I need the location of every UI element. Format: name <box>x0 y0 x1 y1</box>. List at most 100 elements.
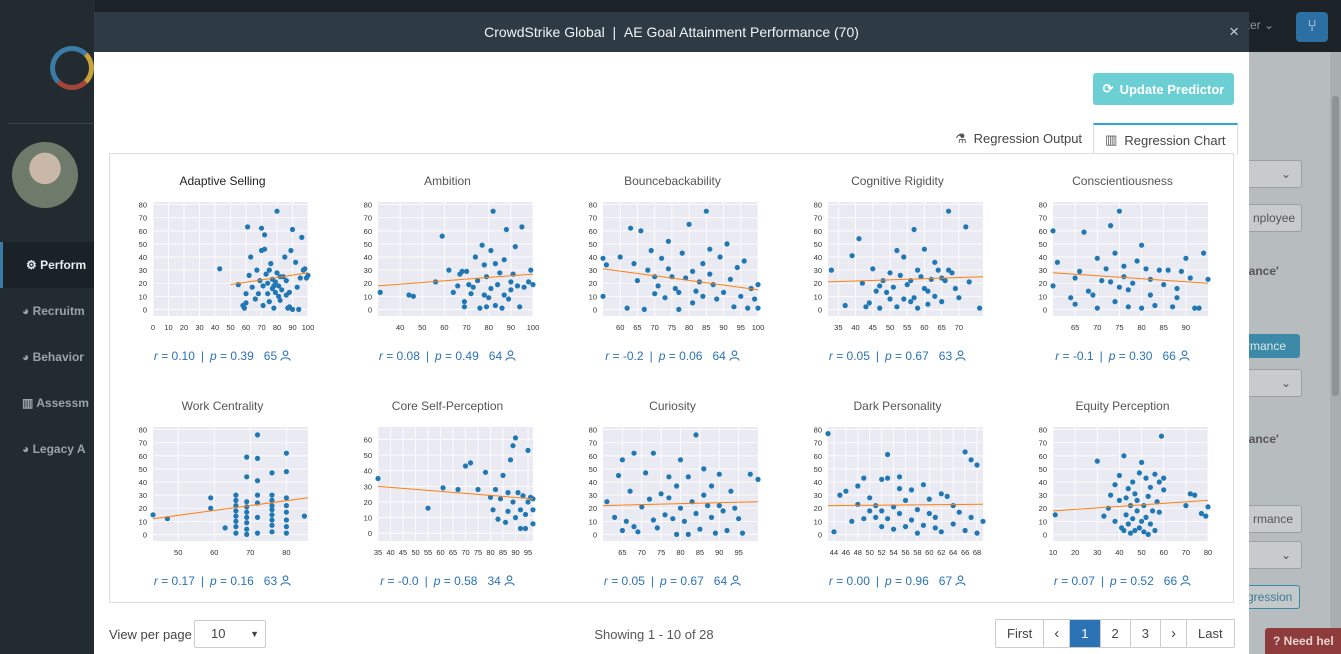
n-value: 34 <box>487 574 501 588</box>
data-point <box>721 289 727 295</box>
page-last[interactable]: Last <box>1185 620 1234 647</box>
y-tick-label: 10 <box>139 292 147 301</box>
y-tick-label: 20 <box>1039 279 1047 288</box>
stat-separator: | <box>1099 349 1103 363</box>
sidebar-item-performance[interactable]: ⚙ Perform <box>26 258 87 272</box>
r-value: -0.0 <box>397 574 419 588</box>
data-point <box>495 516 501 522</box>
background-scrollbar-thumb[interactable] <box>1332 96 1339 396</box>
page-3[interactable]: 3 <box>1129 620 1160 647</box>
p-label: p <box>658 349 666 363</box>
data-point <box>697 526 703 532</box>
x-tick-label: 75 <box>657 548 665 557</box>
x-tick-label: 70 <box>650 323 658 332</box>
x-tick-label: 95 <box>734 548 742 557</box>
data-point <box>481 262 487 268</box>
data-point <box>873 288 879 294</box>
data-point <box>717 254 723 260</box>
data-point <box>674 483 680 489</box>
data-point <box>514 283 521 289</box>
x-tick-label: 80 <box>273 323 281 332</box>
data-point <box>475 486 481 493</box>
chevron-right-icon[interactable]: › <box>1159 620 1186 647</box>
background-employee-button[interactable]: nployee <box>1246 204 1302 232</box>
data-point <box>519 224 525 230</box>
tab-regression-chart[interactable]: ▥ Regression Chart <box>1093 123 1238 155</box>
x-tick-label: 40 <box>211 323 219 332</box>
data-point <box>1123 495 1129 501</box>
y-tick-label: 40 <box>589 253 597 262</box>
sidebar-item-recruitment[interactable]: ◕ Recruitm <box>22 304 85 318</box>
background-select-1[interactable]: ⌄ <box>1246 160 1302 188</box>
p-label: p <box>1110 574 1117 588</box>
regression-stats: r = -0.0 | p = 0.58 34 <box>335 574 560 588</box>
data-point <box>831 529 837 535</box>
data-point <box>406 292 412 298</box>
chart-title: Bouncebackability <box>624 174 721 188</box>
data-point <box>932 525 938 531</box>
data-point <box>266 299 272 305</box>
data-point <box>681 518 687 524</box>
sidebar-item-legacy[interactable]: ◕ Legacy A <box>22 442 86 456</box>
x-tick-label: 65 <box>633 323 641 332</box>
data-point <box>525 499 531 505</box>
data-point <box>603 262 609 268</box>
data-point <box>665 238 671 244</box>
p-value: 0.49 <box>455 349 479 363</box>
data-point <box>631 261 637 267</box>
y-tick-label: 50 <box>139 465 147 474</box>
x-tick-label: 40 <box>396 323 404 332</box>
data-point <box>1141 529 1147 535</box>
chart-title: Work Centrality <box>181 399 264 413</box>
data-point <box>1154 499 1160 505</box>
question-icon: ? <box>1273 634 1284 648</box>
sidebar-item-assessment[interactable]: ▥ Assessm <box>22 396 89 410</box>
chevron-left-icon[interactable]: ‹ <box>1043 620 1069 647</box>
y-tick-label: 80 <box>139 426 147 435</box>
r-label: r <box>1055 349 1060 363</box>
data-point <box>486 295 492 301</box>
x-tick-label: 60 <box>242 323 250 332</box>
avatar[interactable] <box>12 142 78 208</box>
data-point <box>885 451 891 458</box>
x-tick-label: 65 <box>937 323 945 332</box>
background-select-3[interactable]: ⌄ <box>1246 541 1302 569</box>
y-tick-label: 70 <box>139 214 147 223</box>
branch-icon[interactable]: ⑂ <box>1296 12 1328 42</box>
help-button[interactable]: ? Need hel <box>1265 628 1341 654</box>
page-1[interactable]: 1 <box>1069 620 1100 647</box>
background-performance-button-1[interactable]: rmance <box>1240 334 1300 358</box>
data-point <box>741 258 747 264</box>
per-page-select[interactable]: 10 ▼ <box>194 620 266 648</box>
data-point <box>705 503 711 509</box>
data-point <box>676 306 682 312</box>
sidebar-item-behavior[interactable]: ◕ Behavior <box>22 350 84 364</box>
data-point <box>731 304 737 310</box>
background-regression-button[interactable]: gression <box>1240 585 1300 609</box>
data-point <box>1052 512 1058 518</box>
background-performance-button-2[interactable]: rmance <box>1246 505 1302 533</box>
y-tick-label: 50 <box>364 451 372 460</box>
data-point <box>244 514 250 520</box>
y-tick-label: 30 <box>139 266 147 275</box>
x-tick-label: 44 <box>830 548 838 557</box>
r-value: -0.2 <box>622 349 644 363</box>
data-point <box>1094 305 1100 311</box>
tab-regression-output[interactable]: ⚗ Regression Output <box>955 130 1083 147</box>
page-first[interactable]: First <box>1007 626 1033 641</box>
data-point <box>693 432 699 438</box>
data-point <box>1161 487 1167 493</box>
x-tick-label: 50 <box>418 323 426 332</box>
background-select-2[interactable]: ⌄ <box>1246 369 1302 397</box>
close-icon[interactable]: × <box>1229 22 1239 41</box>
update-predictor-button[interactable]: ⟳ Update Predictor <box>1093 73 1234 105</box>
data-point <box>700 261 706 267</box>
data-point <box>1145 531 1151 537</box>
refresh-icon: ⟳ <box>1102 81 1114 96</box>
data-point <box>470 284 476 290</box>
data-point <box>732 505 738 511</box>
page-2[interactable]: 2 <box>1099 620 1130 647</box>
y-tick-label: 0 <box>368 529 372 538</box>
data-point <box>619 527 625 534</box>
n-value: 63 <box>263 574 278 588</box>
